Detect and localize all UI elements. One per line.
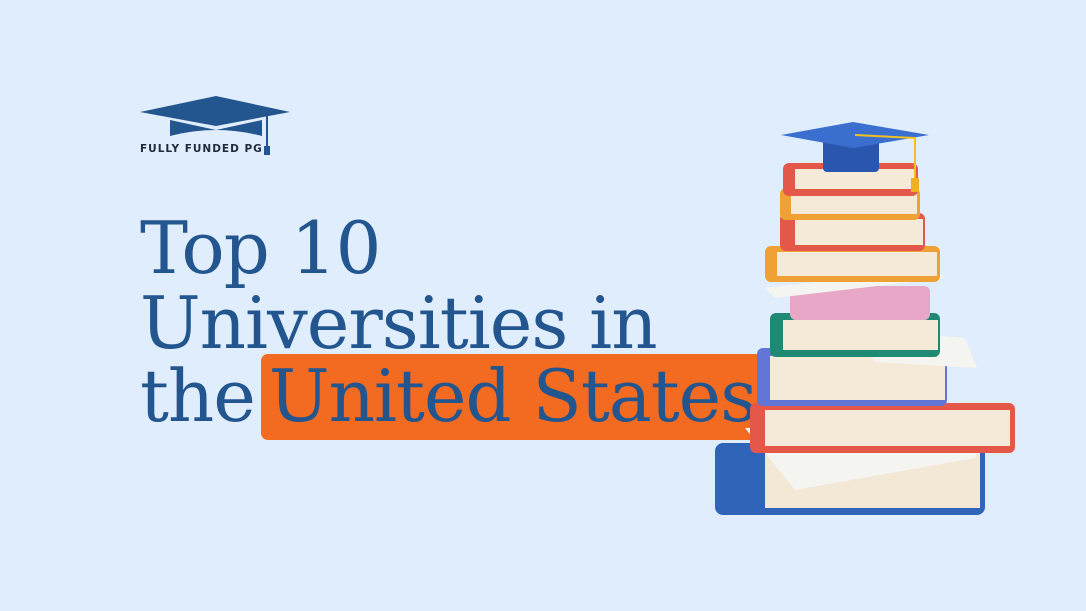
headline-line-3: the United States <box>140 354 763 440</box>
book-stack <box>715 163 1015 515</box>
book-stack-illustration <box>715 122 1015 515</box>
headline-prefix: the <box>140 354 256 438</box>
headline-line-1: Top 10 <box>140 206 381 290</box>
logo-text: FULLY FUNDED PG <box>140 143 263 155</box>
graduation-cap-icon <box>140 96 290 155</box>
headline-line-2: Universities in <box>140 281 658 365</box>
headline-highlight: United States <box>260 354 763 440</box>
graduation-cap-icon <box>781 122 929 192</box>
